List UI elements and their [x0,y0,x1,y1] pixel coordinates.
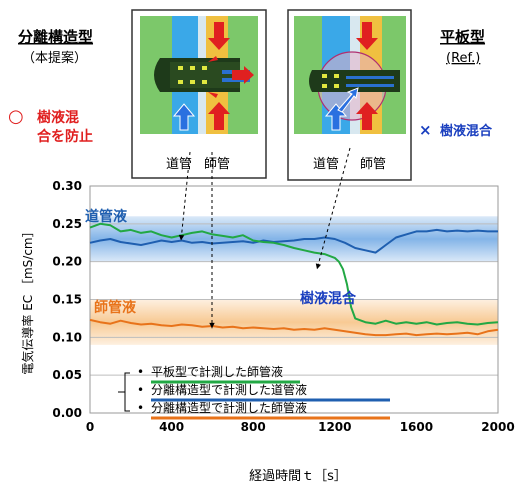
flow-arrow-top-icon [208,22,230,50]
right-title: 平板型 [440,28,485,46]
outflow-arrow-icon [232,66,254,84]
y-tick-label: 0.00 [52,406,82,420]
y-tick-label: 0.20 [52,255,82,269]
xylem-arrow-icon [172,103,196,131]
y-tick-label: 0.10 [52,330,82,344]
inset-right-label-phloem: 師管 [360,157,386,172]
pointer-arrowhead-icon [315,263,322,270]
series-separated-phloem-line [89,318,499,337]
x-axis-title: 経過時間ｔ［s］ [249,469,347,484]
pointer-line [180,151,191,241]
left-title: 分離構造型 [18,28,93,46]
y-tick-label: 0.05 [52,368,82,382]
x-tick-label: 2000 [481,420,514,434]
legend-bullet: • [137,401,144,415]
mixing-label: 樹液混合 [300,290,357,307]
series-flat-phloem-line [89,222,499,326]
y-tick-label: 0.15 [52,293,82,307]
plot-frame [89,185,499,414]
x-tick-label: 0 [86,420,94,434]
mixing-arrow-icon [337,87,359,113]
left-note-line2: 合を防止 [37,128,93,145]
flat-flow-arrow-bottom-icon [356,102,378,130]
x-tick-label: 1600 [400,420,433,434]
legend-entry-flat-phloem: 平板型で計測した師管液 [151,364,283,379]
phloem-band-label: 師管液 [94,299,137,316]
y-axis-title: 電気伝導率 EC ［mS/cm］ [20,225,35,374]
reference-band [90,299,498,345]
flow-arrow-bottom-icon [208,102,230,130]
good-mark: ○ [8,106,24,127]
inset-left-label-phloem: 師管 [204,157,230,172]
pointer-line [316,147,351,270]
y-tick-label: 0.30 [52,179,82,193]
pointer-arrowhead-icon [209,322,215,329]
inset-separated-sensor: 道管 師管 [131,9,267,179]
left-subtitle: （本提案） [22,50,87,66]
plot-area: 0.00 0.05 0.10 0.15 0.20 0.25 0.30 0 400 800 1200 1… [52,147,515,434]
legend-bullet: • [137,365,144,379]
legend-entry-separated-xylem: 分離構造型で計測した道管液 [151,382,307,397]
series-separated-xylem-line [89,228,498,254]
x-tick-label: 1200 [318,420,351,434]
right-note: 樹液混合 [440,123,493,139]
inset-flat-sensor: 道管 師管 [287,9,412,181]
x-tick-label: 400 [159,420,184,434]
x-tick-label: 800 [241,420,266,434]
legend-bullet: • [137,383,144,397]
bad-mark: × [419,121,432,139]
flat-flow-arrow-top-icon [356,22,378,50]
right-subtitle: (Ref.) [446,51,480,66]
reference-band [90,216,498,262]
pointer-arrowhead-icon [178,234,185,241]
left-note-line1: 樹液混 [37,109,79,126]
inset-left-label-xylem: 道管 [166,157,192,172]
legend-entry-separated-phloem: 分離構造型で計測した師管液 [151,400,307,415]
y-tick-label: 0.25 [52,217,82,231]
xylem-band-label: 道管液 [85,208,128,225]
legend: • • • 平板型で計測した師管液 分離構造型で計測した道管液 分離構造型で計測… [118,364,390,420]
inset-right-label-xylem: 道管 [313,157,339,172]
